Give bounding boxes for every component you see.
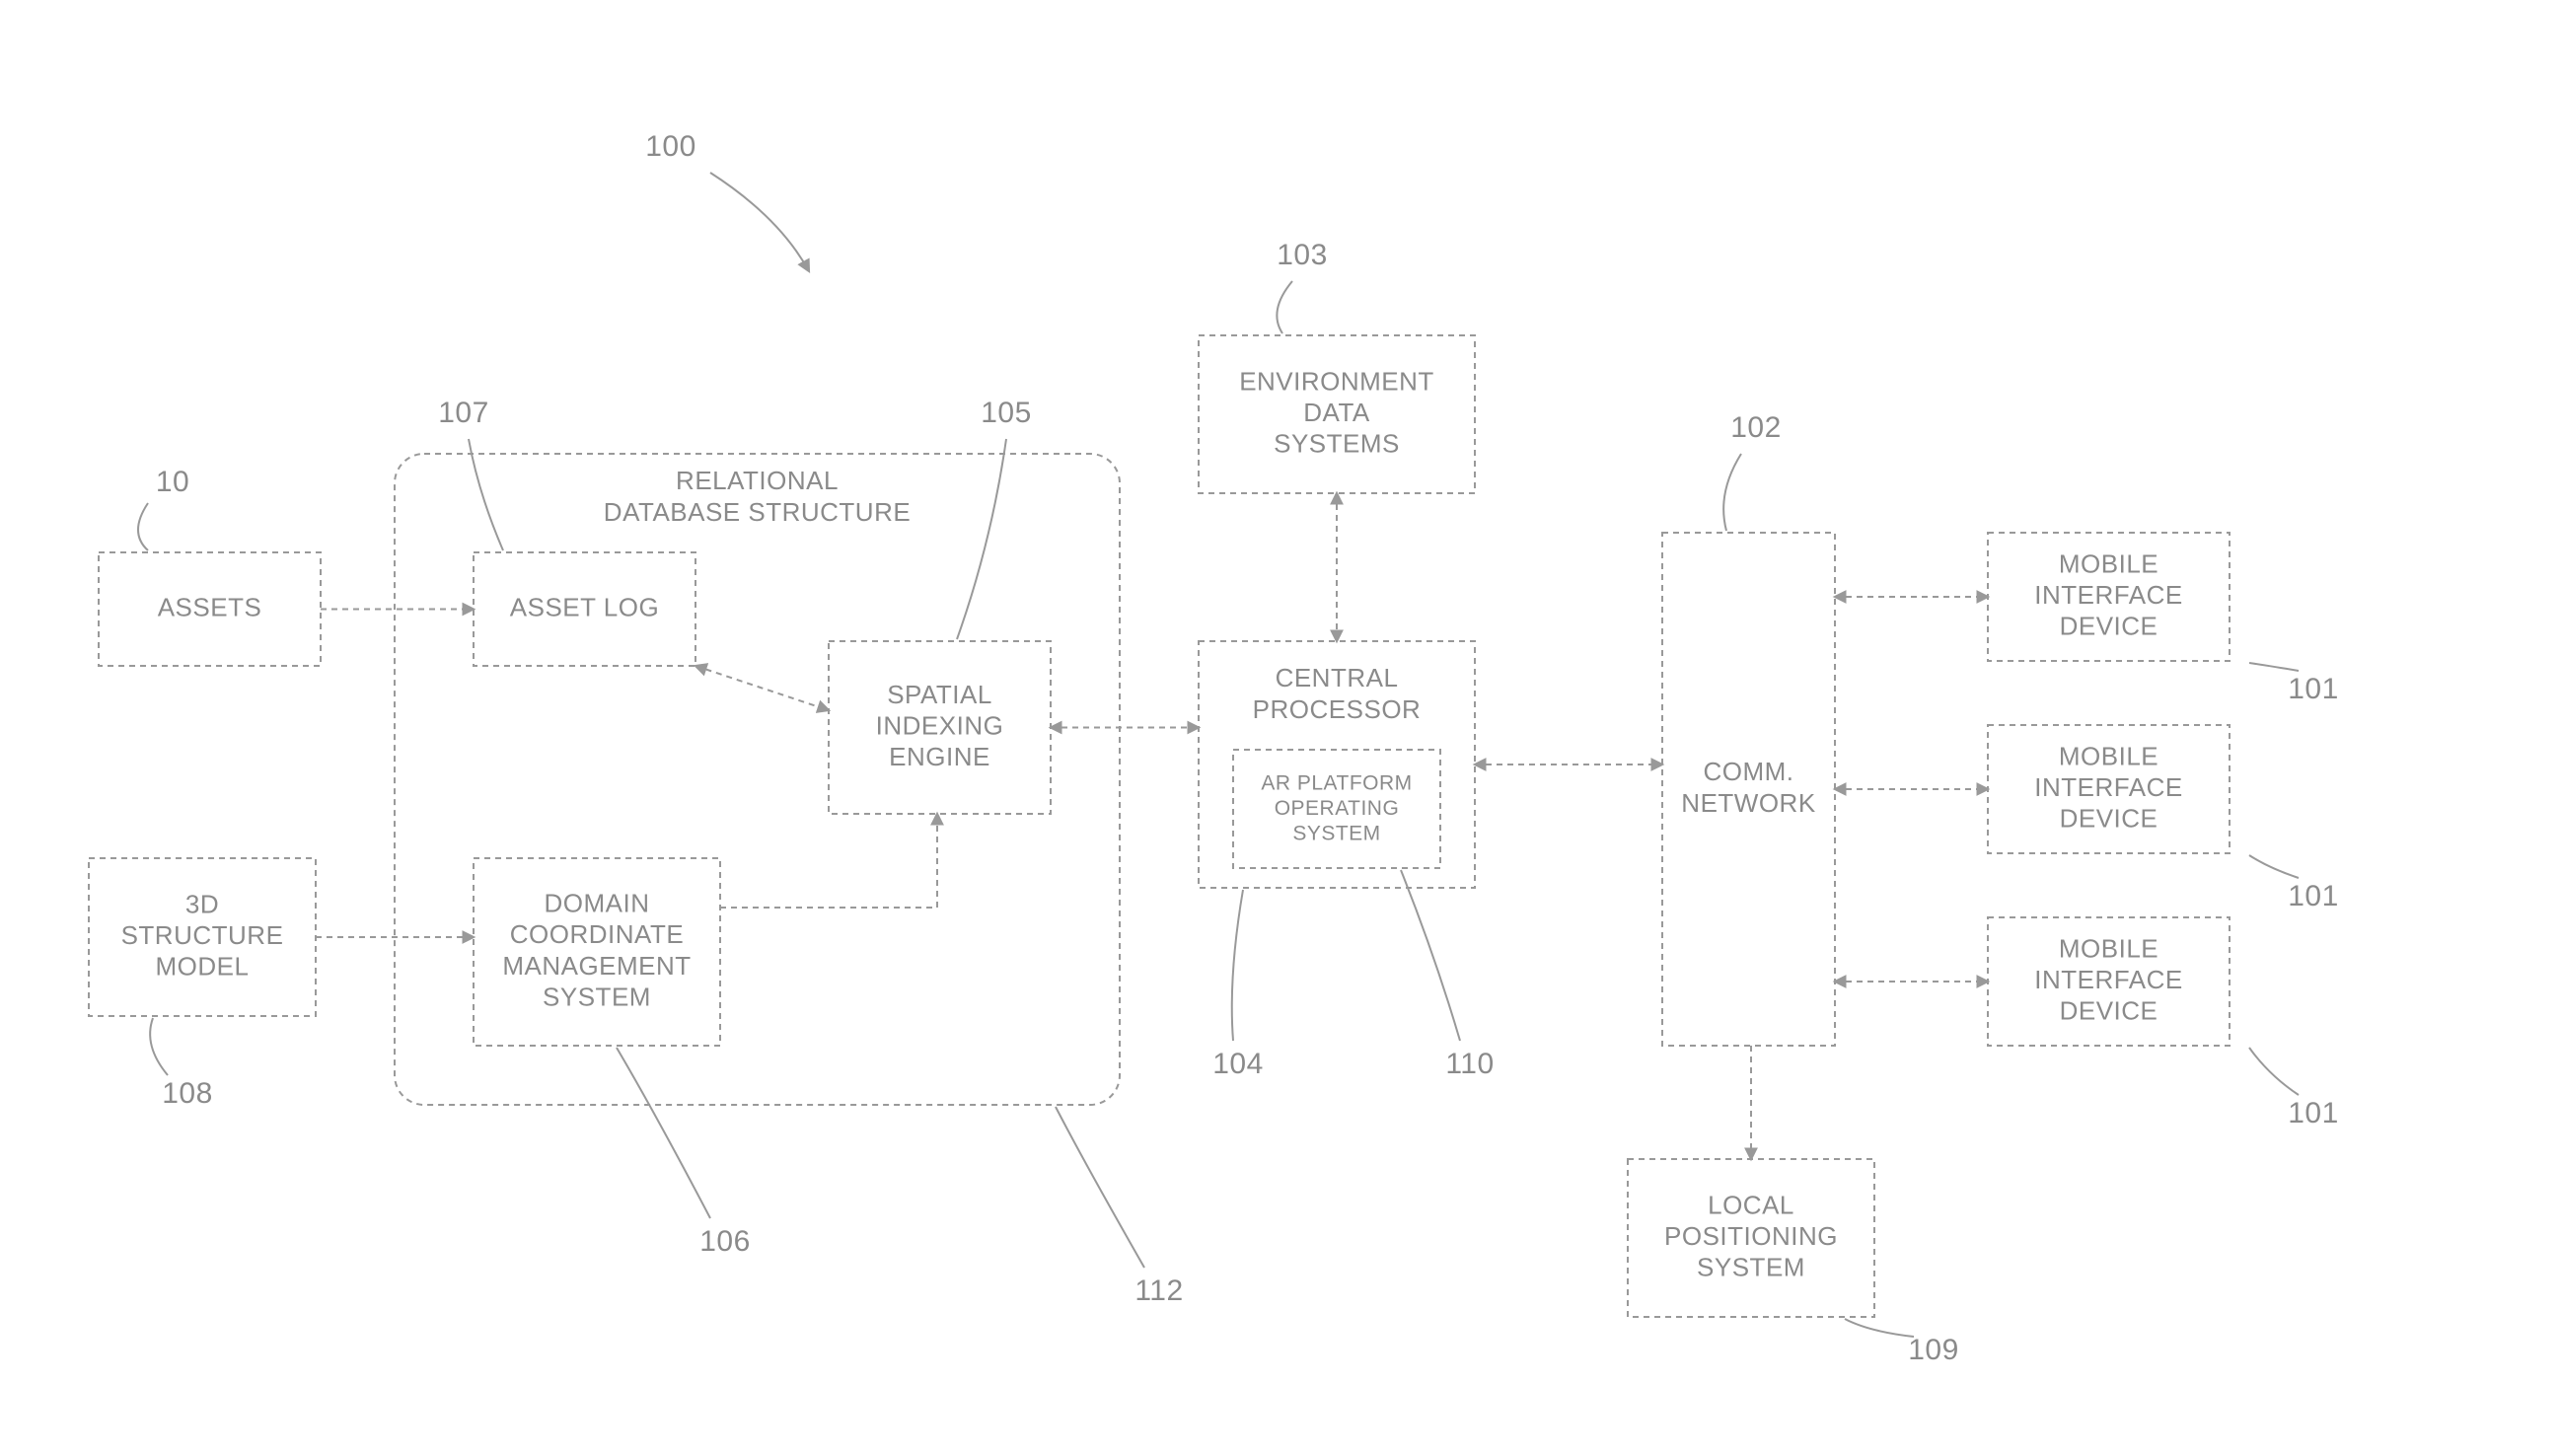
label-model3d: 3DSTRUCTUREMODEL — [121, 889, 284, 981]
label-assets: ASSETS — [158, 592, 262, 621]
callout-101 — [2249, 1048, 2299, 1095]
label-mid1: MOBILEINTERFACEDEVICE — [2034, 548, 2182, 640]
conn-dcms-sie — [720, 814, 937, 908]
refnum-110: 110 — [1445, 1048, 1494, 1080]
refnum-106: 106 — [699, 1225, 751, 1258]
callout-100 — [710, 173, 809, 271]
callout-10 — [138, 503, 148, 550]
callout-110 — [1401, 870, 1460, 1041]
conn-assetlog-sie — [695, 666, 829, 710]
refnum-10: 10 — [156, 466, 189, 498]
callout-112 — [1056, 1107, 1144, 1268]
group-relational-db — [395, 454, 1120, 1105]
refnum-104: 104 — [1212, 1048, 1264, 1080]
callout-106 — [617, 1048, 710, 1218]
refnum-112: 112 — [1134, 1274, 1183, 1307]
refnum-103: 103 — [1277, 239, 1328, 271]
refnum-101: 101 — [2288, 673, 2339, 705]
callout-101 — [2249, 855, 2299, 878]
callout-102 — [1723, 454, 1741, 531]
label-assetlog: ASSET LOG — [510, 592, 659, 621]
refnum-102: 102 — [1730, 411, 1782, 444]
refnum-108: 108 — [162, 1077, 213, 1110]
callout-107 — [469, 439, 503, 550]
label-mid2: MOBILEINTERFACEDEVICE — [2034, 741, 2182, 833]
callout-101 — [2249, 663, 2299, 671]
label-comm: COMM.NETWORK — [1681, 757, 1816, 818]
label-sie: SPATIALINDEXINGENGINE — [876, 680, 1004, 771]
refnum-107: 107 — [438, 397, 489, 429]
refnum-101: 101 — [2288, 1097, 2339, 1129]
callout-108 — [150, 1018, 168, 1075]
group-relational-db-title: RELATIONALDATABASE STRUCTURE — [604, 466, 911, 527]
label-central: CENTRALPROCESSOR — [1253, 663, 1422, 724]
label-central-inner: AR PLATFORMOPERATINGSYSTEM — [1261, 771, 1412, 844]
refnum-101: 101 — [2288, 880, 2339, 912]
label-mid3: MOBILEINTERFACEDEVICE — [2034, 933, 2182, 1025]
callout-103 — [1277, 281, 1292, 333]
refnum-109: 109 — [1908, 1334, 1959, 1366]
callout-105 — [957, 439, 1006, 639]
label-dcms: DOMAINCOORDINATEMANAGEMENTSYSTEM — [502, 888, 691, 1011]
refnum-105: 105 — [981, 397, 1032, 429]
label-envdata: ENVIRONMENTDATASYSTEMS — [1239, 366, 1434, 458]
label-lps: LOCALPOSITIONINGSYSTEM — [1664, 1190, 1838, 1281]
refnum-100: 100 — [645, 130, 696, 163]
callout-104 — [1232, 890, 1243, 1041]
callout-109 — [1845, 1319, 1914, 1337]
